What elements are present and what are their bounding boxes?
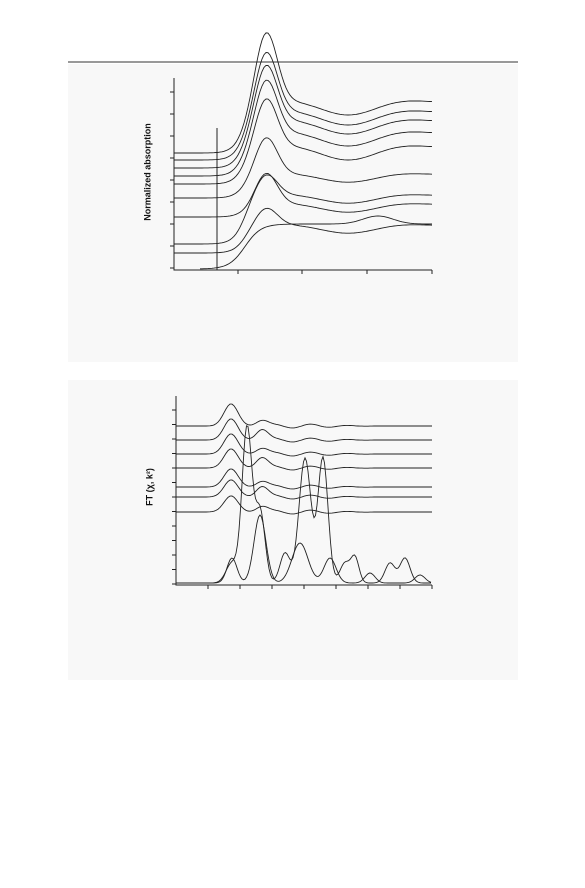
ft-curve	[176, 418, 432, 443]
spectrum-curve	[174, 52, 433, 161]
ft-curve	[176, 514, 432, 584]
spectrum-curve	[174, 137, 433, 199]
y-axis-label: FT (χ, k²)	[144, 468, 154, 506]
figure-bottom: FT (χ, k²)	[144, 396, 433, 589]
ft-curve	[176, 425, 431, 584]
axes	[175, 396, 432, 586]
spectrum-curve	[174, 172, 433, 218]
ft-curve	[176, 495, 432, 515]
ft-curve	[176, 479, 432, 500]
spectrum-curve	[174, 32, 433, 154]
axes	[173, 78, 432, 271]
ft-curve	[176, 433, 432, 457]
figure-panel	[68, 64, 518, 362]
figure-top: Normalized absorption	[142, 32, 433, 274]
spectrum-curve	[174, 64, 433, 169]
spectrum-curve	[200, 215, 432, 270]
spectrum-curve	[174, 207, 433, 254]
figure-panel	[68, 380, 518, 680]
ft-curve	[176, 403, 432, 429]
spectrum-curve	[174, 98, 433, 185]
spectrum-curve	[174, 79, 433, 177]
y-axis-label: Normalized absorption	[142, 123, 152, 221]
ft-curve	[176, 448, 432, 471]
spectrum-curve	[174, 174, 433, 245]
ft-curve	[176, 468, 432, 490]
